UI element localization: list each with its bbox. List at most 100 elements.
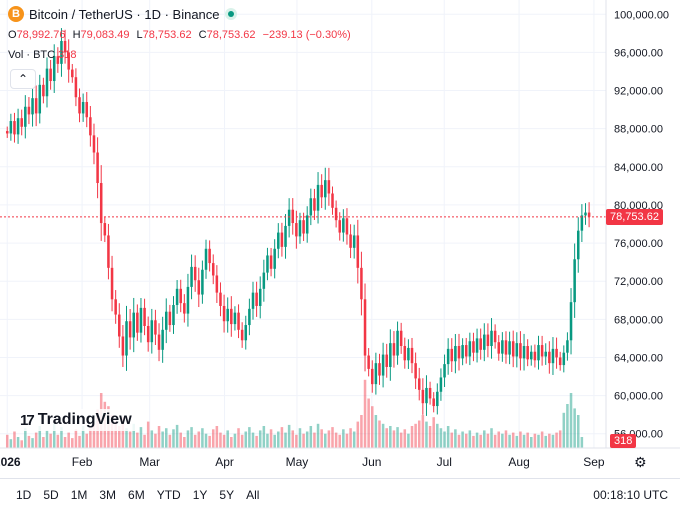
ohlc-close-label: C: [198, 29, 207, 41]
candle-body: [580, 215, 584, 231]
candle-body: [587, 212, 591, 217]
volume-bar: [461, 431, 464, 448]
candle-body: [258, 288, 262, 306]
candle-body: [287, 209, 291, 226]
candle-body: [454, 346, 457, 362]
candle-body: [193, 266, 197, 281]
volume-bar: [526, 432, 529, 448]
volume-bar: [114, 420, 117, 448]
volume-value: 318: [58, 49, 77, 61]
volume-bar: [164, 428, 168, 448]
market-open-icon: [224, 8, 237, 20]
candle-body: [526, 346, 529, 360]
volume-bar: [172, 429, 175, 448]
range-button-5y[interactable]: 5Y: [219, 488, 235, 502]
volume-bar: [295, 434, 298, 448]
volume-bar: [16, 437, 20, 448]
ohlc-high-value: 79,083.49: [80, 29, 130, 41]
candle-body: [71, 69, 74, 78]
candle-body: [450, 348, 454, 362]
volume-bar: [327, 430, 331, 448]
ohlc-change: −239.13 (−0.30%): [262, 29, 351, 41]
volume-bar: [320, 429, 323, 448]
x-tick-label: Feb: [72, 455, 93, 469]
symbol-header[interactable]: B Bitcoin / TetherUS · 1D · Binance: [8, 6, 237, 22]
price-chart[interactable]: 100,000.00 96,000.00 92,000.00 88,000.00 84,…: [0, 0, 680, 478]
symbol-title[interactable]: Bitcoin / TetherUS · 1D · Binance: [29, 6, 220, 22]
time-axis[interactable]: 2026 Feb Mar Apr May Jun Jul Aug Sep: [0, 455, 605, 469]
volume-bar: [273, 434, 276, 448]
range-button-5d[interactable]: 5D: [43, 488, 59, 502]
volume-legend[interactable]: Vol · BTC 318: [8, 49, 77, 61]
range-button-1m[interactable]: 1M: [70, 488, 88, 502]
collapse-legend-button[interactable]: ⌃: [10, 69, 36, 89]
candle-body: [555, 348, 558, 358]
candle-body: [338, 220, 341, 233]
range-button-1y[interactable]: 1Y: [192, 488, 208, 502]
volume-bar: [363, 379, 367, 448]
candle-body: [551, 348, 555, 364]
utc-clock[interactable]: 00:18:10 UTC: [593, 488, 668, 502]
candle-body: [352, 235, 356, 248]
candle-body: [515, 343, 519, 357]
volume-bar: [67, 432, 70, 448]
volume-bar: [175, 424, 179, 448]
ohlc-low-value: 78,753.62: [142, 29, 192, 41]
candle-body: [240, 329, 244, 341]
volume-bar: [74, 429, 78, 448]
bitcoin-logo-icon: B: [8, 6, 24, 22]
volume-bar: [269, 429, 273, 448]
candle-body: [277, 232, 280, 249]
volume-bar: [204, 433, 208, 448]
volume-bar: [334, 432, 338, 448]
candle-body: [305, 215, 309, 234]
range-button-1d[interactable]: 1D: [16, 488, 32, 502]
candle-body: [446, 348, 450, 365]
candle-body: [544, 351, 547, 357]
volume-bar: [378, 420, 381, 448]
candle-body: [313, 198, 316, 211]
volume-bar: [573, 408, 576, 448]
candle-body: [183, 303, 186, 314]
volume-bar: [233, 433, 237, 448]
chevron-up-icon: ⌃: [17, 72, 29, 86]
volume-bar: [443, 431, 446, 448]
gear-icon[interactable]: ⚙: [634, 454, 647, 470]
tradingview-logo-icon: 17: [20, 411, 35, 429]
volume-bar: [450, 432, 454, 448]
price-axis[interactable]: 100,000.00 96,000.00 92,000.00 88,000.00 84,…: [614, 9, 669, 440]
volume-bar: [540, 431, 544, 448]
candle-body: [60, 40, 63, 64]
candle-body: [24, 106, 27, 127]
volume-bar: [132, 423, 135, 448]
candle-body: [266, 255, 269, 273]
volume-bar: [483, 430, 486, 448]
volume-bar: [562, 412, 566, 448]
x-tick-label: Jun: [362, 455, 381, 469]
volume-bar: [407, 433, 410, 448]
volume-bar: [551, 434, 555, 448]
candle-body: [255, 292, 258, 306]
range-button-3m[interactable]: 3M: [99, 488, 117, 502]
candle-body: [89, 117, 92, 136]
volume-bar: [255, 435, 258, 448]
candle-body: [475, 338, 479, 353]
candle-body: [493, 330, 497, 343]
range-button-ytd[interactable]: YTD: [156, 488, 181, 502]
candle-body: [262, 272, 266, 289]
range-button-all[interactable]: All: [246, 488, 260, 502]
volume-bar: [5, 434, 9, 448]
range-button-6m[interactable]: 6M: [128, 488, 145, 502]
candle-body: [233, 312, 237, 325]
watermark-text: TradingView: [37, 411, 132, 428]
volume-bar: [125, 428, 128, 448]
x-tick-label: May: [286, 455, 309, 469]
candle-body: [324, 180, 327, 198]
volume-bar: [31, 438, 34, 448]
candle-body: [96, 152, 99, 184]
candle-body: [399, 330, 403, 347]
volume-bar: [92, 423, 96, 448]
candle-body: [486, 334, 490, 347]
candle-body: [349, 234, 352, 248]
volume-bar: [128, 431, 132, 448]
